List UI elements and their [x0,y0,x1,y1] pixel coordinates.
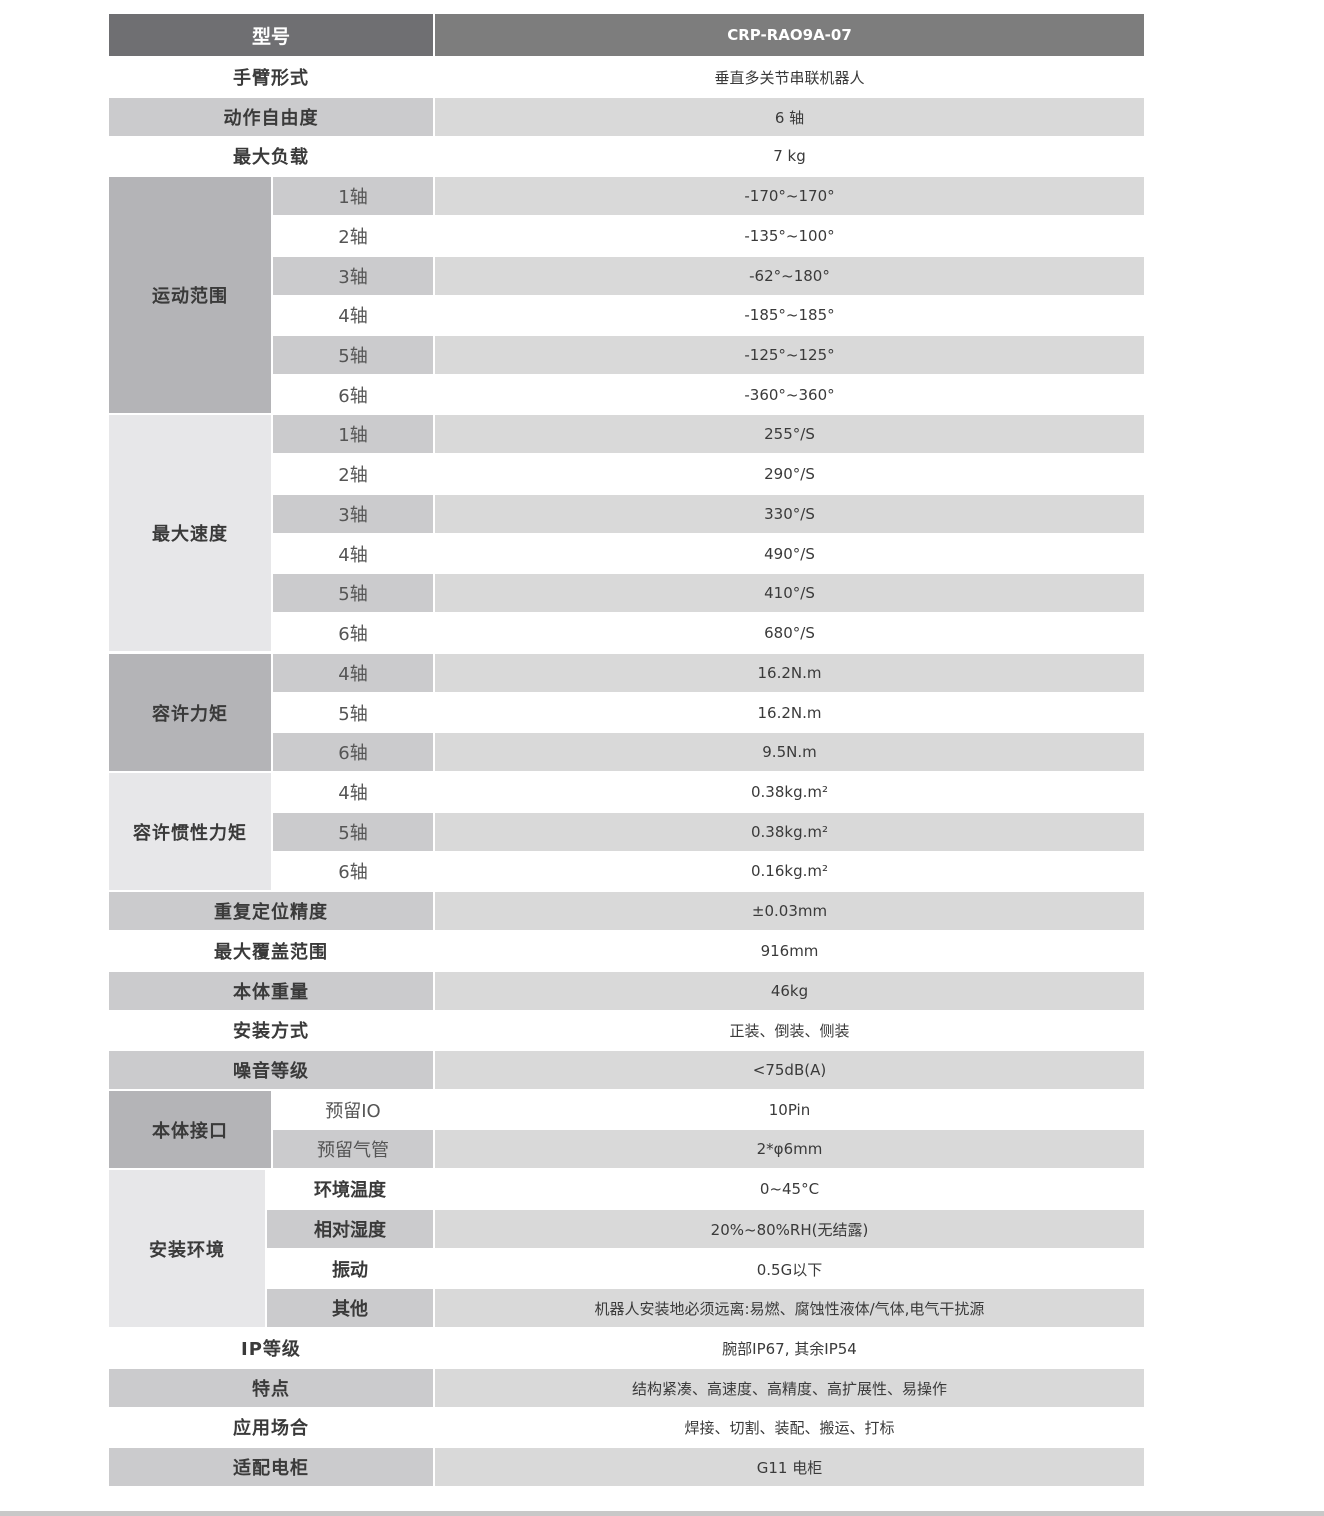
header-model-value: CRP-RAO9A-07 [435,14,1144,56]
group-label: 本体接口 [109,1091,271,1168]
spec-label: 最大负载 [233,147,309,168]
sub-label: 3轴 [273,257,433,295]
sub-label: 其他 [267,1289,433,1327]
spec-value: -170°~170° [435,177,1144,215]
group-label: 最大速度 [109,415,271,651]
spec-value: 16.2N.m [757,704,822,722]
spec-value: 7 kg [773,147,806,165]
spec-value: 9.5N.m [435,733,1144,771]
spec-value: 290°/S [764,465,815,483]
header-label: 型号 [109,14,433,56]
group-label: 容许力矩 [109,654,271,771]
sub-label: 预留IO [325,1101,381,1122]
sub-label: 6轴 [338,624,368,645]
sub-label: 4轴 [338,545,368,566]
spec-value: 20%~80%RH(无结露) [435,1210,1144,1248]
spec-value: 680°/S [764,624,815,642]
spec-label: 手臂形式 [233,68,309,89]
sub-label: 环境温度 [314,1180,386,1201]
group-label: 运动范围 [109,177,271,413]
sub-label: 相对湿度 [267,1210,433,1248]
spec-value: -125°~125° [435,336,1144,374]
spec-label: 适配电柜 [109,1448,433,1486]
spec-value: 0.38kg.m² [435,813,1144,851]
spec-value: 0.38kg.m² [751,783,828,801]
spec-value: 410°/S [435,574,1144,612]
spec-value: 机器人安装地必须远离:易燃、腐蚀性液体/气体,电气干扰源 [435,1289,1144,1327]
spec-value: 46kg [435,972,1144,1010]
group-label: 安装环境 [109,1170,265,1327]
sub-label: 2轴 [338,465,368,486]
spec-value: 焊接、切割、装配、搬运、打标 [684,1418,895,1437]
sub-label: 4轴 [273,654,433,692]
sub-label: 2轴 [338,227,368,248]
spec-value: -135°~100° [744,227,835,245]
sub-label: 5轴 [273,813,433,851]
bottom-divider [0,1511,1324,1516]
spec-value: <75dB(A) [435,1051,1144,1089]
sub-label: 1轴 [273,177,433,215]
sub-label: 6轴 [338,862,368,883]
sub-label: 5轴 [338,704,368,725]
spec-value: -185°~185° [744,306,835,324]
sub-label: 4轴 [338,783,368,804]
spec-value: 0.16kg.m² [751,862,828,880]
sub-label: 振动 [332,1260,368,1281]
spec-value: 916mm [760,942,819,960]
spec-label: 本体重量 [109,972,433,1010]
spec-value: 0.5G以下 [756,1260,823,1279]
sub-label: 预留气管 [273,1130,433,1168]
spec-value: 330°/S [435,495,1144,533]
spec-label: 最大覆盖范围 [214,942,328,963]
spec-label: 应用场合 [233,1418,309,1439]
spec-value: -62°~180° [435,257,1144,295]
spec-value: 正装、倒装、侧装 [729,1021,850,1040]
sub-label: 1轴 [273,415,433,453]
spec-value: 16.2N.m [435,654,1144,692]
spec-value: 255°/S [435,415,1144,453]
spec-label: 特点 [109,1369,433,1407]
spec-label: 噪音等级 [109,1051,433,1089]
sub-label: 6轴 [273,733,433,771]
spec-value: 0~45°C [759,1180,820,1198]
spec-value: -360°~360° [744,386,835,404]
sub-label: 5轴 [273,574,433,612]
spec-value: 2*φ6mm [435,1130,1144,1168]
spec-value: 垂直多关节串联机器人 [714,68,865,87]
spec-value: 490°/S [764,545,815,563]
spec-value: 6 轴 [435,98,1144,136]
sub-label: 6轴 [338,386,368,407]
spec-value: 结构紧凑、高速度、高精度、高扩展性、易操作 [435,1369,1144,1407]
spec-label: 动作自由度 [109,98,433,136]
spec-label: 安装方式 [233,1021,309,1042]
group-label: 容许惯性力矩 [109,773,271,890]
sub-label: 3轴 [273,495,433,533]
spec-value: 腕部IP67, 其余IP54 [722,1339,857,1358]
spec-value: G11 电柜 [435,1448,1144,1486]
spec-label: 重复定位精度 [109,892,433,930]
spec-label: IP等级 [241,1339,301,1360]
spec-value: 10Pin [768,1101,811,1119]
sub-label: 5轴 [273,336,433,374]
sub-label: 4轴 [338,306,368,327]
spec-value: ±0.03mm [435,892,1144,930]
